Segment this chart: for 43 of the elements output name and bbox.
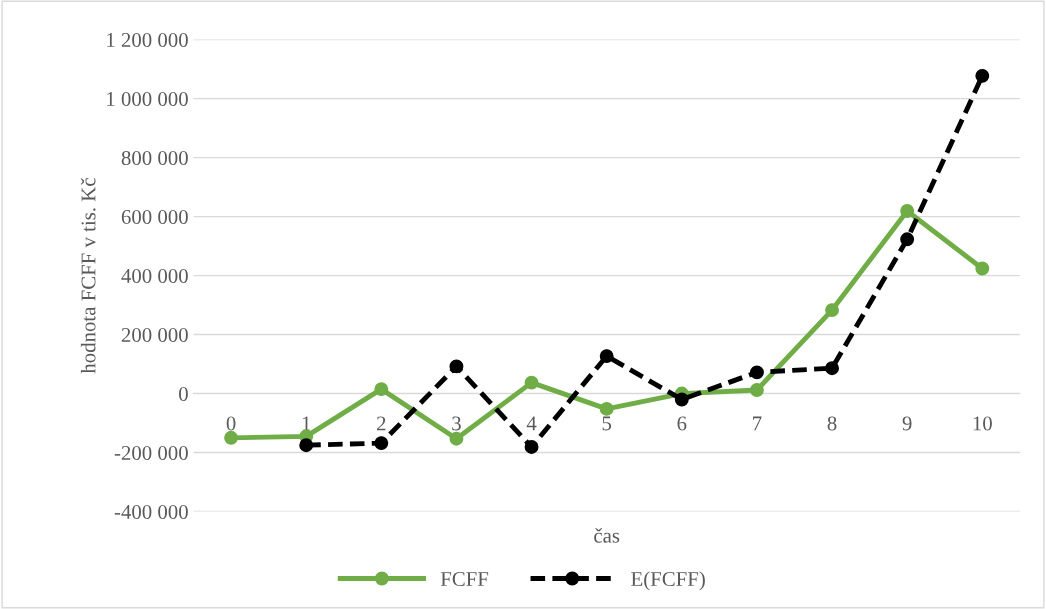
point [599, 401, 614, 416]
point [975, 68, 990, 83]
x-axis-title: čas [594, 528, 620, 543]
legend-label: E(FCFF) [631, 571, 705, 591]
y-tick-label: 200 000 [121, 327, 188, 342]
x-tick-label: 9 [902, 416, 912, 431]
point [900, 204, 915, 218]
x-tick-label: 1 [302, 416, 311, 431]
point [299, 438, 314, 453]
y-axis-title: hodnota FCFF v tis. Kč [80, 178, 96, 374]
point [749, 383, 764, 397]
point [674, 392, 689, 407]
x-tick-label: 2 [377, 416, 386, 431]
point [449, 431, 464, 446]
x-tick-label: 4 [526, 416, 537, 431]
y-tick-label: 600 000 [121, 209, 188, 225]
x-tick-label: 3 [452, 416, 461, 431]
x-tick-label: 10 [973, 416, 992, 431]
y-tick-label: 0 [179, 386, 188, 401]
point [900, 232, 915, 247]
x-tick-label: 0 [226, 416, 236, 431]
y-tick-label: 1 000 000 [107, 91, 188, 107]
x-tick-label: 8 [827, 416, 837, 431]
point [825, 303, 839, 318]
point [749, 365, 764, 380]
point [975, 261, 990, 276]
y-tick-label: -200 000 [114, 445, 188, 460]
point [224, 430, 239, 445]
y-tick-label: -400 000 [114, 504, 188, 519]
point [599, 349, 614, 364]
point [524, 440, 539, 454]
legend-label: FCFF [440, 572, 489, 587]
y-tick-label: 1 200 000 [107, 32, 188, 48]
point [825, 361, 839, 376]
point [449, 359, 464, 374]
point [374, 382, 389, 397]
y-tick-label: 400 000 [121, 268, 188, 284]
x-tick-label: 6 [677, 416, 687, 431]
x-tick-label: 7 [753, 416, 762, 431]
point [524, 375, 539, 390]
point [374, 436, 389, 451]
y-tick-label: 800 000 [121, 150, 188, 166]
x-tick-label: 5 [602, 416, 612, 431]
